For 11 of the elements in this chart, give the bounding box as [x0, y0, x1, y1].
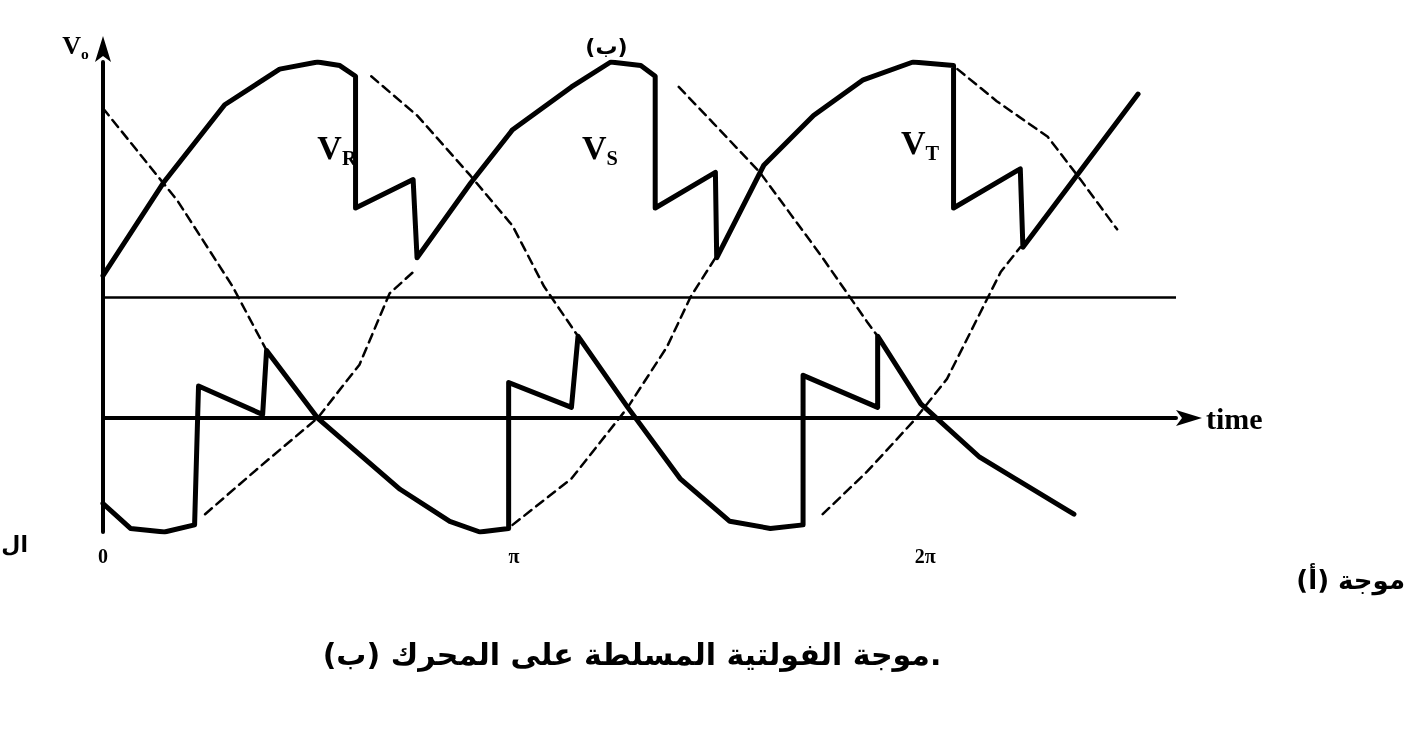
annotation: V$_{S}$ [582, 129, 618, 170]
text: (أ) موجة [1296, 565, 1405, 595]
text: (ب) موجة الفولتية المسلطة على المحرك. [322, 637, 942, 672]
annotation: V$_{T}$ [900, 124, 940, 165]
y-axis-title: V$_{o}$ [62, 31, 89, 62]
annotation: (ب) [585, 34, 628, 59]
x-tick-label: 2π [914, 545, 936, 567]
x-tick-label: π [508, 545, 520, 567]
x-tick-label: 0 [98, 545, 108, 567]
text: ال [1, 532, 28, 557]
x-axis-title: time [1206, 401, 1263, 435]
